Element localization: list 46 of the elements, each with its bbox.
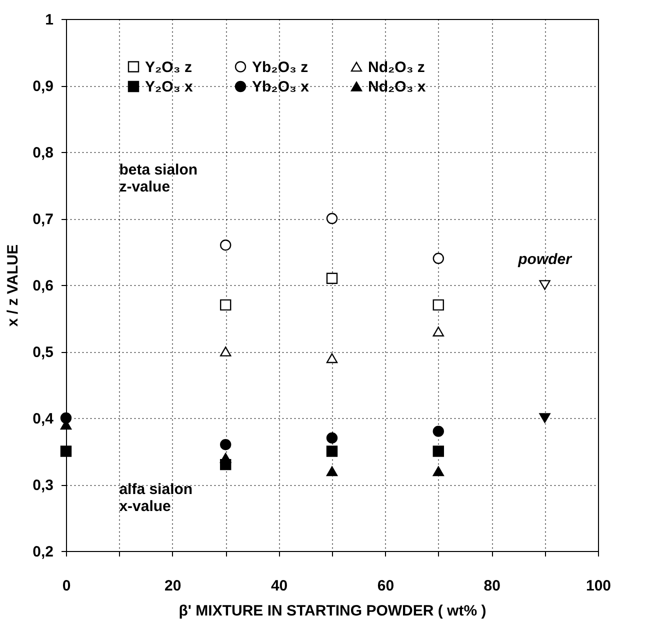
point [432, 299, 444, 311]
point [60, 446, 72, 457]
x-tick-label: 80 [484, 578, 500, 594]
point [220, 346, 232, 356]
y-tick-label: 0,6 [32, 278, 54, 294]
x-tick-label: 40 [270, 578, 288, 594]
point [432, 446, 444, 457]
point [539, 413, 550, 423]
x-tick-label: 60 [377, 578, 394, 594]
x-tick-label: 0 [62, 578, 71, 594]
point [432, 252, 444, 264]
y-tick-label: 0,9 [32, 78, 54, 95]
y-tick-label: 0,4 [32, 410, 54, 428]
point [220, 299, 232, 311]
legend-label: Y₂O₃ z [145, 58, 192, 76]
legend-label: Yb₂O₃ z [252, 58, 308, 76]
point [432, 466, 444, 476]
point [220, 439, 232, 450]
point [432, 426, 444, 437]
x-axis-title: β' MIXTURE IN STARTING POWDER ( wt% ) [178, 602, 486, 620]
x-tick-label: 100 [586, 578, 612, 594]
point [326, 446, 338, 457]
point [432, 326, 444, 336]
legend-label: Nd₂O₃ x [368, 78, 426, 96]
point [539, 280, 550, 290]
y-tick-label: 0,8 [32, 144, 54, 162]
point [326, 212, 338, 224]
x-tick-label: 20 [164, 578, 182, 594]
y-tick-label: 0,7 [32, 211, 54, 228]
y-axis-title: x / z VALUE [4, 244, 22, 327]
y-tick-label: 0,5 [32, 344, 54, 361]
point [326, 353, 338, 364]
point [326, 466, 338, 476]
annotation: alfa sialon x-value [119, 480, 193, 515]
y-tick-label: 0,3 [32, 477, 54, 494]
annotation: beta sialon z-value [119, 162, 198, 196]
annotation: powder [517, 251, 573, 268]
point [326, 432, 338, 444]
legend-label: Nd₂O₃ z [368, 58, 425, 76]
y-tick-label: 1 [45, 12, 54, 28]
point [220, 240, 232, 251]
legend-label: Y₂O₃ x [145, 78, 194, 96]
point [326, 272, 338, 284]
y-tick-label: 0,2 [32, 544, 54, 560]
legend-label: Yb₂O₃ x [252, 78, 310, 96]
point [220, 452, 232, 463]
